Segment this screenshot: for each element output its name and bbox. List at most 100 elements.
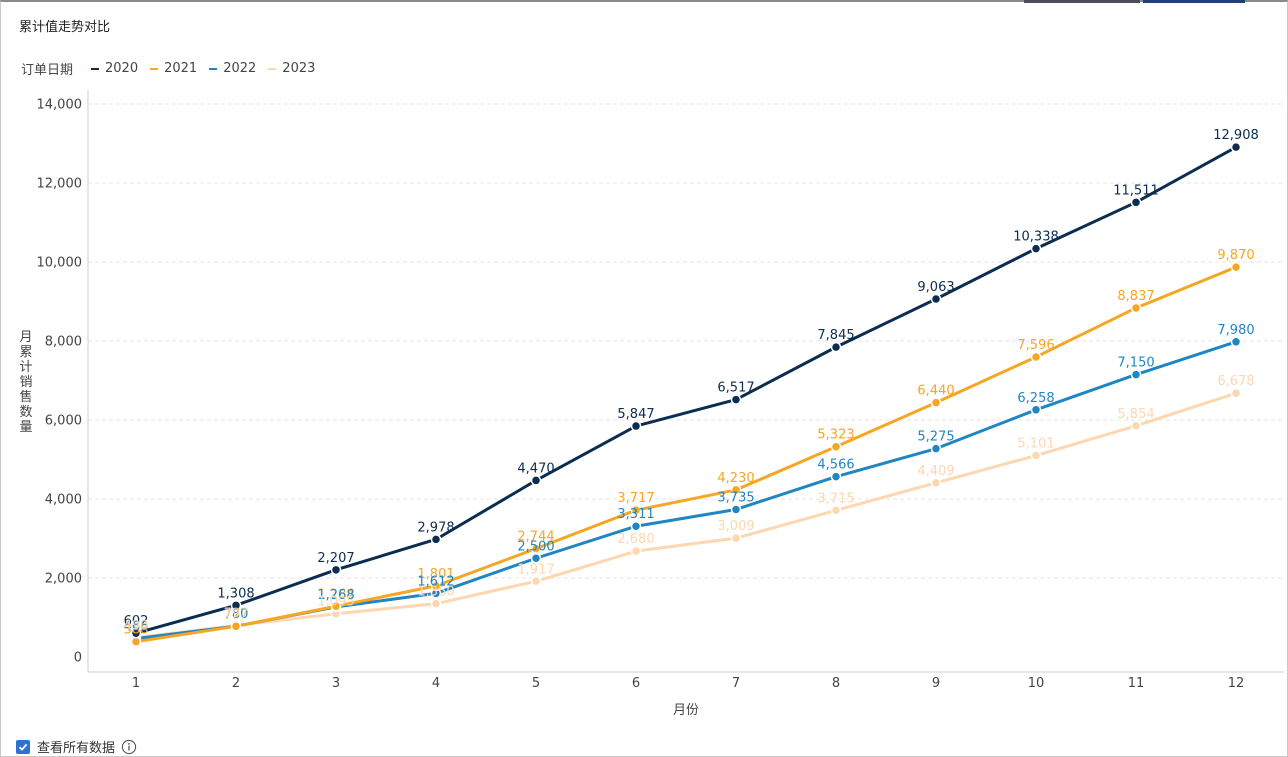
data-point[interactable] (1230, 387, 1242, 399)
data-label: 8,837 (1117, 289, 1154, 304)
data-label: 1,917 (517, 562, 554, 577)
y-tick-label: 10,000 (37, 256, 83, 271)
x-axis-label: 月份 (673, 703, 699, 718)
y-tick-label: 2,000 (45, 572, 82, 587)
legend-item-2023[interactable]: 2023 (268, 61, 315, 76)
legend-item-2021[interactable]: 2021 (150, 61, 197, 76)
data-label: 6,517 (717, 381, 754, 396)
data-label: 7,150 (1117, 356, 1154, 371)
y-tick-label: 8,000 (45, 335, 82, 350)
data-point[interactable] (130, 627, 142, 639)
data-point[interactable] (330, 601, 342, 612)
series-line-2021 (134, 265, 1238, 644)
data-point[interactable] (1030, 351, 1042, 363)
legend-swatch (150, 67, 159, 70)
data-point[interactable] (630, 420, 642, 432)
y-tick-label: 6,000 (45, 414, 82, 429)
data-label: 4,409 (917, 464, 954, 479)
data-point[interactable] (730, 532, 742, 544)
data-point[interactable] (1030, 404, 1042, 416)
x-tick-label: 11 (1128, 676, 1145, 691)
data-point[interactable] (630, 504, 642, 516)
data-point[interactable] (1130, 369, 1142, 380)
x-tick-label: 3 (332, 676, 340, 691)
view-all-data-label: 查看所有数据 (37, 741, 116, 756)
data-label: 7,980 (1217, 323, 1254, 338)
data-point[interactable] (930, 443, 942, 454)
data-point[interactable] (930, 397, 942, 408)
data-point[interactable] (730, 394, 742, 405)
data-label: 5,275 (917, 430, 954, 445)
legend-swatch (209, 67, 218, 70)
data-label: 1,350 (417, 585, 454, 600)
legend-item-2020[interactable]: 2020 (91, 61, 138, 76)
data-point[interactable] (230, 600, 242, 611)
x-tick-label: 8 (832, 676, 840, 691)
data-point[interactable] (1230, 141, 1242, 153)
data-label: 7,596 (1017, 338, 1054, 353)
legend-swatch (91, 67, 100, 70)
data-point[interactable] (530, 543, 542, 554)
x-tick-label: 4 (432, 676, 440, 691)
data-point[interactable] (1230, 336, 1242, 348)
data-point[interactable] (430, 598, 442, 609)
data-label: 7,845 (817, 328, 854, 343)
data-point[interactable] (1130, 302, 1142, 314)
data-label: 2,680 (617, 532, 654, 547)
data-point[interactable] (1130, 197, 1142, 208)
data-label: 6,678 (1217, 374, 1254, 389)
data-label: 1,308 (217, 586, 254, 601)
legend-label: 2020 (105, 61, 139, 76)
view-all-data-toggle[interactable]: 查看所有数据 (16, 737, 137, 756)
data-point[interactable] (430, 534, 442, 545)
data-label: 1,284 (317, 587, 354, 602)
data-label: 4,470 (517, 461, 554, 476)
data-label: 3,715 (817, 491, 854, 506)
x-tick-label: 2 (232, 676, 240, 691)
data-label: 2,978 (417, 520, 454, 535)
data-label: 9,870 (1217, 248, 1254, 263)
data-point[interactable] (130, 636, 142, 647)
legend-title: 订单日期 (21, 63, 74, 78)
data-label: 6,440 (917, 384, 954, 399)
data-point[interactable] (530, 475, 542, 486)
data-label: 1,095 (317, 595, 354, 610)
top-bar-segment-active (1143, 0, 1245, 3)
data-point[interactable] (730, 484, 742, 496)
data-point[interactable] (530, 576, 542, 587)
data-point[interactable] (630, 545, 642, 557)
data-point[interactable] (630, 520, 642, 532)
data-point[interactable] (430, 580, 442, 592)
data-point[interactable] (830, 441, 842, 452)
y-tick-label: 0 (74, 651, 82, 666)
data-label: 490 (124, 619, 149, 634)
data-label: 5,847 (617, 407, 654, 422)
legend-item-2022[interactable]: 2022 (209, 61, 256, 76)
data-label: 5,101 (1017, 437, 1054, 452)
data-point[interactable] (830, 505, 842, 516)
data-label-layer: 602 1,308 2,207 2,978 4,470 5,847 6,517 7,845 9,… (124, 128, 1259, 638)
data-point[interactable] (730, 504, 742, 515)
data-point[interactable] (930, 293, 942, 305)
legend-label: 2021 (164, 61, 198, 76)
data-point[interactable] (230, 621, 242, 632)
info-circle-icon[interactable] (121, 739, 137, 755)
data-point[interactable] (1130, 420, 1142, 432)
view-all-data-checkbox[interactable] (16, 739, 30, 754)
data-point[interactable] (1230, 261, 1242, 273)
data-point[interactable] (330, 564, 342, 576)
data-label: 3,735 (717, 490, 754, 505)
grid-layer (88, 103, 1284, 579)
data-point[interactable] (830, 471, 842, 482)
data-label: 10,338 (1013, 230, 1059, 245)
data-label: 780 (224, 607, 249, 622)
data-point[interactable] (1030, 243, 1042, 254)
x-tick-label: 1 (132, 676, 140, 691)
data-point[interactable] (830, 341, 842, 353)
data-point[interactable] (930, 477, 942, 489)
data-point[interactable] (1030, 450, 1042, 461)
legend-swatch (268, 67, 277, 70)
data-label: 4,230 (717, 471, 754, 486)
x-tick-label: 10 (1028, 676, 1045, 691)
